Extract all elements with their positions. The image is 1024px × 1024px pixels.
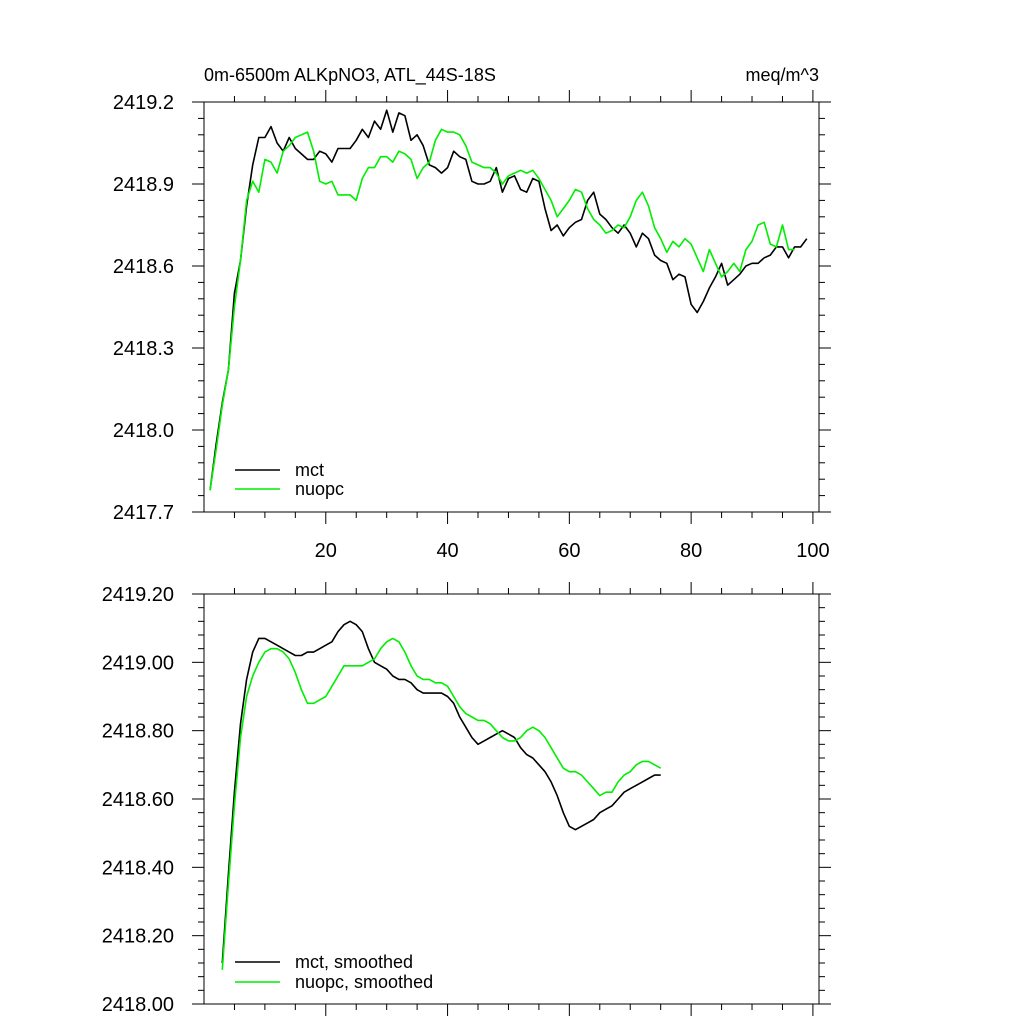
top-chart: 20 40 60 80 100 2417.7 2418.0 2418.3 2418.6 2418.… xyxy=(113,90,831,562)
y-tick-label: 2418.9 xyxy=(113,174,174,196)
plot-frame xyxy=(203,101,820,513)
legend-label: mct xyxy=(295,460,324,480)
series-line-nuopc-smoothed xyxy=(221,637,662,970)
x-tick-label: 60 xyxy=(558,540,580,562)
x-tick-label: 40 xyxy=(436,540,458,562)
y-tick-label: 2417.7 xyxy=(113,502,174,524)
y-tick-label: 2419.00 xyxy=(102,652,174,674)
y-tick-label: 2418.60 xyxy=(102,789,174,811)
series-line-mct-smoothed xyxy=(221,620,661,964)
x-tick-label: 80 xyxy=(680,540,702,562)
y-tick-label: 2418.0 xyxy=(113,420,174,442)
legend-label: mct, smoothed xyxy=(295,952,413,972)
chart-title: 0m-6500m ALKpNO3, ATL_44S-18S xyxy=(204,65,496,86)
y-tick-label: 2418.40 xyxy=(102,857,174,879)
y-tick-label: 2418.80 xyxy=(102,721,174,743)
legend-label: nuopc xyxy=(295,479,344,499)
y-tick-label: 2418.00 xyxy=(102,994,174,1016)
y-tick-label: 2419.20 xyxy=(102,584,174,606)
y-tick-label: 2419.2 xyxy=(113,92,174,114)
bottom-chart: 2418.00 2418.20 2418.40 2418.60 2418.80 2419.… xyxy=(102,582,831,1016)
x-tick-label: 20 xyxy=(315,540,337,562)
x-tick-label: 100 xyxy=(796,540,829,562)
y-tick-label: 2418.6 xyxy=(113,256,174,278)
legend-label: nuopc, smoothed xyxy=(295,972,433,992)
y-tick-label: 2418.3 xyxy=(113,338,174,360)
y-tick-label: 2418.20 xyxy=(102,926,174,948)
units-label: meq/m^3 xyxy=(746,65,819,85)
series-line-nuopc xyxy=(209,128,795,491)
series-line-mct xyxy=(209,109,808,491)
